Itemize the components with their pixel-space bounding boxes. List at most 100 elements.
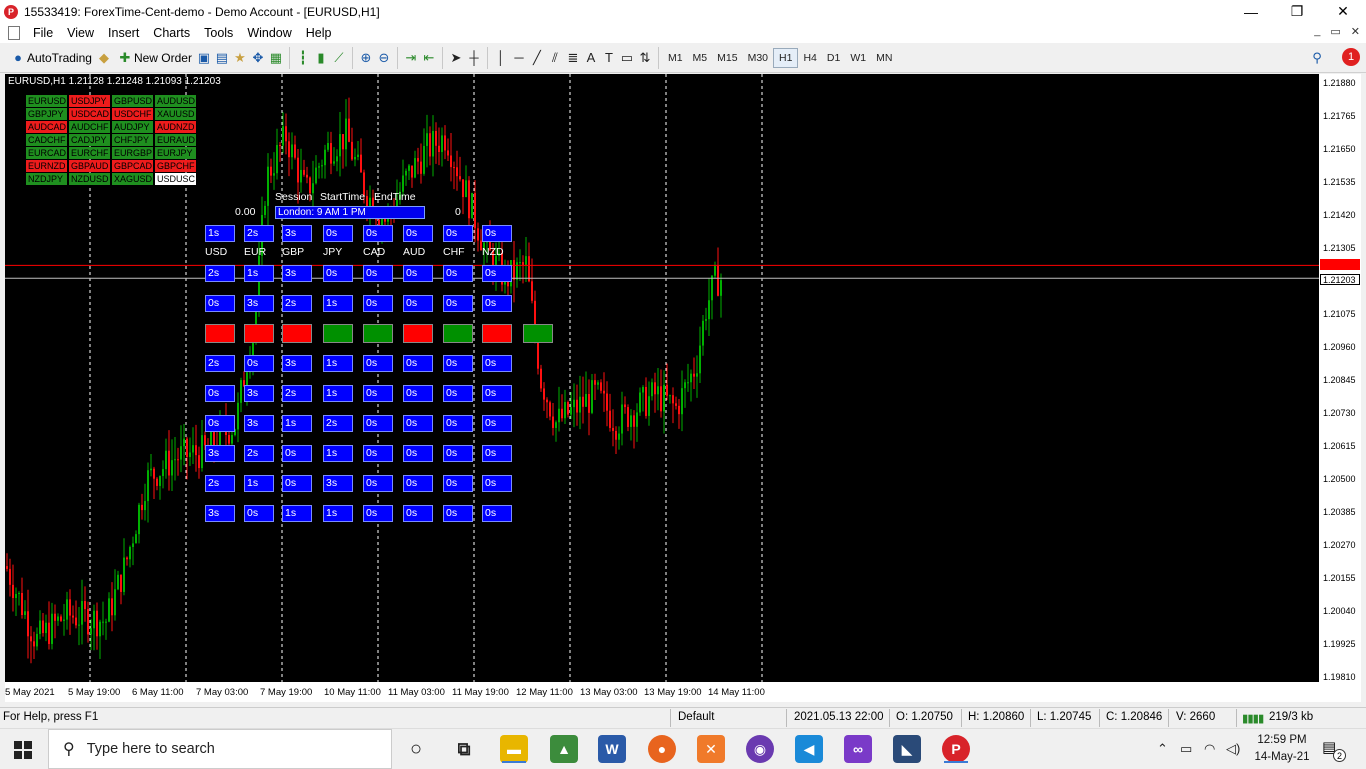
symbol-button-gbpaud[interactable]: GBPAUD (69, 160, 110, 172)
menu-view[interactable]: View (67, 26, 95, 40)
timeframe-m15[interactable]: M15 (717, 51, 738, 64)
line-chart-icon[interactable]: ⟋ (334, 49, 344, 65)
taskbar-search[interactable]: ⚲ Type here to search (48, 729, 392, 769)
cortana-icon[interactable]: ○ (409, 737, 423, 760)
zoom-out-icon[interactable]: ⊖ (378, 49, 390, 65)
symbol-button-cadchf[interactable]: CADCHF (26, 134, 67, 146)
timeframe-h1[interactable]: H1 (773, 47, 799, 68)
arrows-dropdown-icon[interactable]: ⇅ (639, 49, 651, 65)
bar-chart-icon[interactable]: ┇ (299, 49, 307, 65)
mdi-close-button[interactable]: ✕ (1350, 26, 1360, 38)
symbol-button-gbpchf[interactable]: GBPCHF (155, 160, 196, 172)
notification-badge[interactable]: 1 (1342, 48, 1360, 66)
autoscroll-icon[interactable]: ⇤ (423, 49, 435, 65)
text-label-icon[interactable]: T (604, 50, 613, 65)
new-order-button[interactable]: ✚ New Order (113, 46, 195, 70)
timeframe-d1[interactable]: D1 (826, 51, 841, 64)
minimize-button[interactable]: — (1244, 3, 1258, 20)
symbol-button-audusd[interactable]: AUDUSD (155, 95, 196, 107)
market-watch-icon[interactable]: ▣ (197, 49, 211, 65)
timeframe-w1[interactable]: W1 (850, 51, 867, 64)
forextime-icon[interactable]: P (942, 735, 970, 763)
document-icon[interactable] (8, 26, 20, 40)
symbol-button-usdusc[interactable]: USDUSC (155, 173, 196, 185)
timeframe-m30[interactable]: M30 (747, 51, 769, 64)
symbol-button-usdjpy[interactable]: USDJPY (69, 95, 110, 107)
time-axis[interactable]: 5 May 2021 5 May 19:00 6 May 11:00 7 May 03… (5, 682, 1319, 702)
maximize-button[interactable]: ❐ (1290, 3, 1304, 19)
search-icon[interactable]: ⚲ (1312, 49, 1322, 65)
symbol-button-chfjpy[interactable]: CHFJPY (112, 134, 153, 146)
symbol-button-nzdjpy[interactable]: NZDJPY (26, 173, 67, 185)
chart-window[interactable]: EURUSD,H1 1.21128 1.21248 1.21093 1.2120… (5, 74, 1361, 702)
candlestick-icon[interactable]: ▮ (317, 49, 325, 65)
battery-icon[interactable]: ▭ (1180, 741, 1193, 756)
vscode-icon[interactable]: ◀ (795, 735, 823, 763)
profile-name[interactable]: Default (678, 711, 715, 723)
symbol-button-nzdusd[interactable]: NZDUSD (69, 173, 110, 185)
symbol-button-gbpusd[interactable]: GBPUSD (112, 95, 153, 107)
github-icon[interactable]: ◉ (746, 735, 774, 763)
symbol-button-audjpy[interactable]: AUDJPY (112, 121, 153, 133)
symbol-button-eurgbp[interactable]: EURGBP (112, 147, 153, 159)
symbol-button-xagusd[interactable]: XAGUSD (112, 173, 153, 185)
symbol-button-eurchf[interactable]: EURCHF (69, 147, 110, 159)
symbol-button-audcad[interactable]: AUDCAD (26, 121, 67, 133)
horizontal-line-icon[interactable]: ─ (514, 50, 524, 65)
symbol-button-xauusd[interactable]: XAUUSD (155, 108, 196, 120)
menu-window[interactable]: Window (247, 26, 292, 40)
symbol-button-audchf[interactable]: AUDCHF (69, 121, 110, 133)
trendline-icon[interactable]: ╱ (533, 49, 541, 65)
close-button[interactable]: ✕ (1337, 3, 1349, 19)
menu-help[interactable]: Help (305, 26, 332, 40)
taskbar-clock[interactable]: 12:59 PM 14-May-21 (1250, 732, 1314, 766)
vertical-line-icon[interactable]: │ (496, 50, 506, 65)
chart-shift-icon[interactable]: ⇥ (405, 49, 417, 65)
tray-overflow-icon[interactable]: ⌃ (1157, 741, 1168, 756)
symbol-button-audnzd[interactable]: AUDNZD (155, 121, 196, 133)
zoom-in-icon[interactable]: ⊕ (360, 49, 372, 65)
data-window-icon[interactable]: ▤ (215, 49, 229, 65)
action-center-icon[interactable]: ▤ (1322, 739, 1337, 756)
symbol-button-euraud[interactable]: EURAUD (155, 134, 196, 146)
mdi-restore-button[interactable]: ▭ (1330, 26, 1341, 38)
autotrading-button[interactable]: ● AutoTrading (6, 46, 95, 70)
timeframe-m1[interactable]: M1 (667, 51, 683, 64)
channel-icon[interactable]: ⫽ (552, 49, 558, 65)
symbol-button-eurjpy[interactable]: EURJPY (155, 147, 196, 159)
text-icon[interactable]: A (586, 50, 596, 65)
crosshair-target-icon[interactable]: ✥ (252, 49, 264, 65)
timeframe-m5[interactable]: M5 (692, 51, 708, 64)
symbol-button-eurusd[interactable]: EURUSD (26, 95, 67, 107)
navigator-icon[interactable]: ★ (234, 49, 246, 65)
image-app-icon[interactable]: ▲ (550, 735, 578, 763)
windows-start-icon[interactable] (14, 741, 32, 759)
mdi-minimize-button[interactable]: _ (1314, 25, 1321, 37)
symbol-button-usdchf[interactable]: USDCHF (112, 108, 153, 120)
menu-insert[interactable]: Insert (108, 26, 140, 40)
crosshair-icon[interactable]: ┼ (469, 50, 479, 65)
menu-charts[interactable]: Charts (153, 26, 191, 40)
xampp-icon[interactable]: ✕ (697, 735, 725, 763)
timeframe-mn[interactable]: MN (876, 51, 893, 64)
strategy-tester-icon[interactable]: ▦ (269, 49, 283, 65)
cursor-icon[interactable]: ➤ (450, 49, 462, 65)
symbol-button-gbpjpy[interactable]: GBPJPY (26, 108, 67, 120)
price-axis[interactable]: 1.21880 1.21765 1.21650 1.21535 1.21420 1.213… (1319, 74, 1361, 702)
volume-icon[interactable]: ◁) (1226, 741, 1241, 756)
wifi-icon[interactable]: ◠ (1204, 741, 1216, 756)
symbol-button-cadjpy[interactable]: CADJPY (69, 134, 110, 146)
symbol-button-usdcad[interactable]: USDCAD (69, 108, 110, 120)
menu-tools[interactable]: Tools (204, 26, 234, 40)
word-icon[interactable]: W (598, 735, 626, 763)
menu-file[interactable]: File (33, 26, 54, 40)
rectangle-label-icon[interactable]: ▭ (620, 49, 634, 65)
eraser-icon[interactable]: ◆ (98, 49, 109, 65)
symbol-button-eurcad[interactable]: EURCAD (26, 147, 67, 159)
metaeditor-icon[interactable]: ◣ (893, 735, 921, 763)
firefox-icon[interactable]: ● (648, 735, 676, 763)
symbol-button-gbpcad[interactable]: GBPCAD (112, 160, 153, 172)
visual-studio-icon[interactable]: ∞ (844, 735, 872, 763)
file-explorer-icon[interactable]: ▬ (500, 735, 528, 763)
timeframe-h4[interactable]: H4 (803, 51, 817, 64)
